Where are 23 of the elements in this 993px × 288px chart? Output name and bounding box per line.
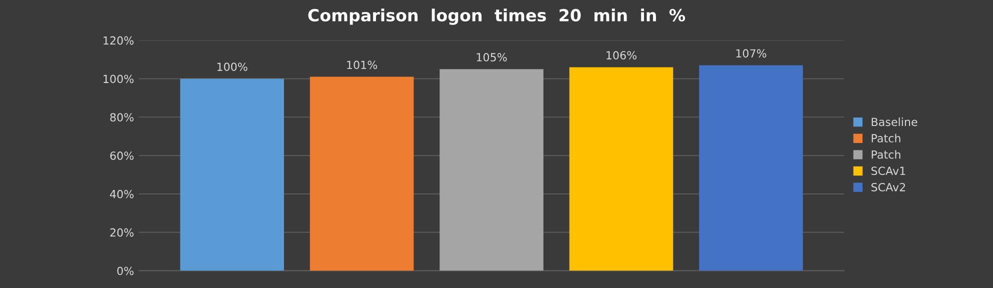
y-tick-label: 100% bbox=[104, 74, 134, 84]
y-tick-label: 40% bbox=[110, 190, 134, 198]
bar bbox=[699, 65, 803, 271]
bar bbox=[569, 67, 674, 271]
data-label: 105% bbox=[476, 53, 507, 62]
y-tick-label: 120% bbox=[104, 36, 134, 45]
bar bbox=[310, 76, 414, 271]
y-tick-label: 20% bbox=[110, 228, 134, 237]
y-tick-label: 60% bbox=[110, 151, 134, 160]
chart-title: Comparison logon times 20 min in % bbox=[308, 8, 686, 25]
bar bbox=[440, 69, 544, 271]
legend-label: Patch bbox=[872, 134, 900, 142]
legend-label: SCAv2 bbox=[871, 182, 906, 192]
y-tick-label: 80% bbox=[110, 113, 134, 122]
bar bbox=[180, 78, 284, 271]
data-label: 100% bbox=[217, 62, 248, 72]
y-tick-label: 0% bbox=[117, 266, 134, 276]
data-label: 106% bbox=[606, 51, 637, 60]
legend-label: Baseline bbox=[872, 118, 918, 126]
legend-label: Patch bbox=[872, 150, 900, 159]
data-label: 107% bbox=[736, 49, 766, 58]
data-label: 101% bbox=[347, 60, 378, 70]
legend-label: SCAv1 bbox=[871, 166, 906, 176]
